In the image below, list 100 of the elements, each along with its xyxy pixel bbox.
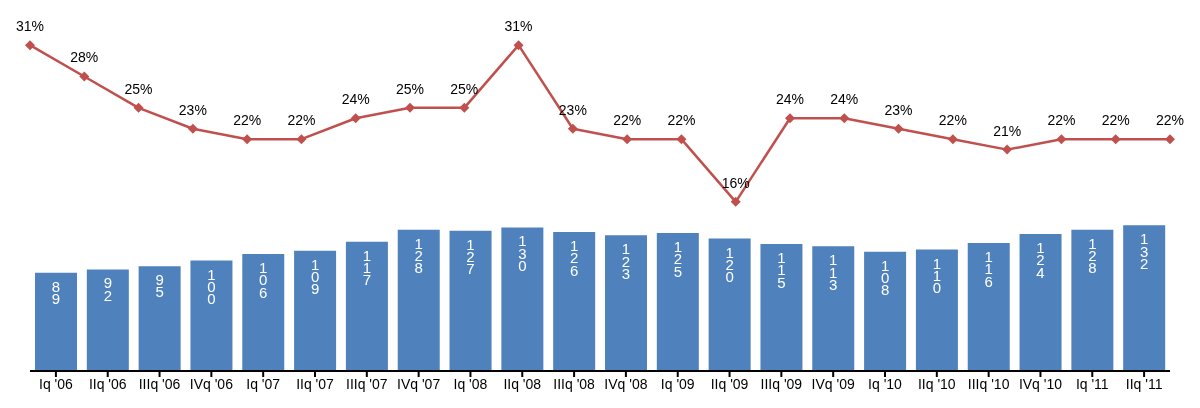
data-label: 22% (1101, 112, 1130, 129)
x-tick-label: IIq '11 (1125, 375, 1163, 392)
x-tick-label: IVq '06 (189, 375, 234, 392)
x-tick-label: IIq '10 (917, 375, 956, 392)
point (133, 102, 144, 113)
x-tick-label: IIq '09 (710, 375, 749, 392)
point (459, 102, 470, 113)
data-label: 113 (829, 251, 838, 293)
point (676, 134, 687, 145)
data-label: 22% (667, 112, 696, 129)
point (513, 40, 524, 51)
point (1056, 134, 1067, 145)
bar (967, 242, 1010, 371)
x-tick-label: Iq '09 (660, 375, 695, 392)
bar (553, 231, 596, 371)
data-label: 123 (621, 240, 631, 282)
x-tick-label: Iq '07 (246, 375, 281, 392)
bar (812, 246, 855, 371)
data-label: 22% (1155, 112, 1185, 129)
point (25, 40, 35, 51)
x-tick-label: IVq '07 (397, 375, 441, 392)
x-tick-label: Iq '06 (39, 375, 74, 392)
x-tick-label: Iq '10 (868, 375, 903, 392)
data-label: 25% (450, 80, 479, 97)
data-label: 25% (124, 80, 153, 97)
x-tick-label: IIq '06 (88, 375, 127, 392)
x-tick-label: IVq '08 (604, 375, 648, 392)
x-tick-label: IIIq '07 (346, 375, 388, 392)
data-label: 24% (830, 91, 859, 108)
bar (397, 229, 440, 371)
data-label: 128 (1088, 234, 1097, 277)
point (296, 134, 307, 145)
data-label: 22% (1047, 112, 1076, 129)
data-label: 100 (207, 265, 216, 308)
x-tick-label: IIIq '08 (553, 375, 596, 392)
x-tick-label: Iq '08 (453, 375, 488, 392)
point (893, 123, 904, 134)
data-label: 130 (518, 232, 527, 275)
data-label: 31% (504, 18, 533, 35)
point (1110, 134, 1121, 145)
data-label: 110 (932, 254, 942, 297)
data-label: 22% (613, 112, 642, 129)
data-label: 109 (310, 255, 320, 298)
point (567, 123, 578, 134)
data-label: 124 (1036, 239, 1045, 281)
data-label: 24% (341, 91, 370, 108)
data-label: 22% (938, 112, 967, 129)
bar (708, 238, 751, 371)
x-tick-label: Iq '11 (1075, 375, 1109, 392)
data-label: 31% (15, 18, 45, 35)
point (1002, 144, 1013, 155)
x-tick-label: IIIq '06 (138, 375, 181, 392)
data-label: 106 (259, 258, 268, 301)
point (947, 134, 958, 145)
data-label: 22% (287, 112, 316, 129)
bar (345, 241, 388, 371)
data-label: 23% (884, 101, 913, 118)
bar (294, 250, 337, 371)
data-label: 115 (777, 249, 786, 291)
point (730, 196, 741, 207)
point (1165, 134, 1175, 145)
x-tick-label: IIq '07 (296, 375, 335, 392)
point (622, 134, 633, 145)
data-label: 125 (673, 238, 682, 280)
x-tick-label: IVq '09 (811, 375, 855, 392)
point (839, 113, 850, 124)
data-label: 89 (51, 277, 61, 308)
data-label: 132 (1140, 230, 1149, 272)
data-label: 127 (466, 235, 475, 278)
point (79, 71, 90, 82)
bar (242, 253, 285, 371)
x-tick-label: IVq '10 (1018, 375, 1063, 392)
data-label: 126 (570, 236, 579, 279)
bar (86, 269, 129, 371)
bar (190, 260, 233, 371)
data-label: 25% (395, 80, 425, 97)
data-label: 116 (984, 247, 993, 290)
bar (656, 233, 699, 371)
data-label: 24% (775, 91, 805, 108)
bar (1071, 229, 1114, 371)
data-label: 95 (155, 271, 164, 301)
x-tick-label: IIIq '09 (760, 375, 803, 392)
bar (449, 230, 492, 371)
data-label: 23% (178, 101, 207, 118)
data-label: 120 (725, 243, 734, 286)
point (350, 113, 361, 124)
bar (915, 249, 958, 371)
data-label: 92 (103, 274, 112, 304)
point (242, 134, 253, 145)
bar (501, 227, 544, 371)
bar (1019, 234, 1062, 371)
data-label: 128 (414, 234, 423, 277)
data-label: 28% (70, 49, 99, 66)
bar (605, 235, 647, 371)
bar (138, 266, 181, 371)
data-label: 108 (880, 256, 890, 299)
data-label: 117 (362, 246, 372, 289)
point (187, 123, 198, 134)
bar (35, 272, 77, 371)
x-tick-label: IIIq '10 (967, 375, 1010, 392)
